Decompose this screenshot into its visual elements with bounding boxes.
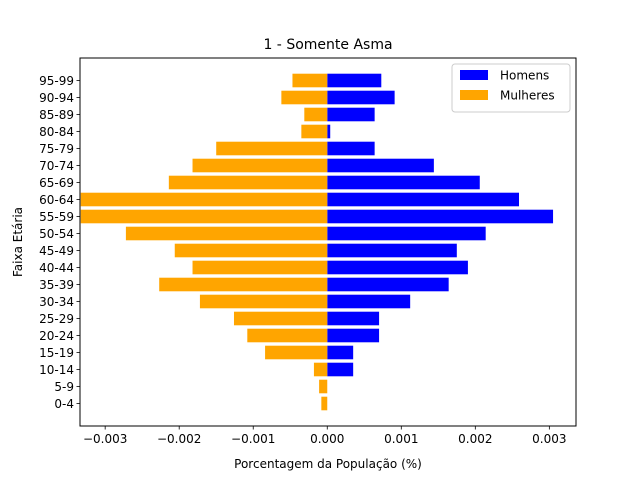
bar-mulheres-70-74 xyxy=(192,158,328,173)
chart-title: 1 - Somente Asma xyxy=(263,37,392,53)
bar-mulheres-35-39 xyxy=(159,277,328,292)
legend-swatch-mulheres xyxy=(460,90,488,100)
y-tick-label: 0-4 xyxy=(54,397,74,411)
legend-label-homens: Homens xyxy=(500,69,549,83)
x-tick-label: −0.001 xyxy=(231,432,275,446)
bar-homens-45-49 xyxy=(327,243,457,258)
x-tick-label: 0.002 xyxy=(458,432,492,446)
bar-mulheres-5-9 xyxy=(319,379,328,394)
legend-swatch-homens xyxy=(460,70,488,80)
y-tick-label: 25-29 xyxy=(39,312,74,326)
legend-label-mulheres: Mulheres xyxy=(500,89,555,103)
y-tick-label: 60-64 xyxy=(39,193,74,207)
bar-homens-55-59 xyxy=(327,209,554,224)
bar-mulheres-25-29 xyxy=(233,311,328,326)
bar-homens-40-44 xyxy=(327,260,468,275)
bar-homens-30-34 xyxy=(327,294,411,309)
bar-homens-80-84 xyxy=(327,124,331,139)
y-tick-label: 35-39 xyxy=(39,278,74,292)
y-tick-label: 70-74 xyxy=(39,159,74,173)
y-tick-label: 95-99 xyxy=(39,74,74,88)
bars-group xyxy=(80,73,554,411)
bar-mulheres-95-99 xyxy=(292,73,328,88)
x-axis: −0.003 −0.002 −0.001 0.000 0.001 0.002 0.003 xyxy=(83,426,567,446)
y-tick-label: 30-34 xyxy=(39,295,74,309)
bar-homens-25-29 xyxy=(327,311,380,326)
y-tick-label: 75-79 xyxy=(39,142,74,156)
x-tick-label: 0.000 xyxy=(310,432,344,446)
bar-mulheres-0-4 xyxy=(321,396,328,411)
bar-mulheres-45-49 xyxy=(174,243,328,258)
y-axis: 0-4 5-9 10-14 15-19 20-24 25-29 30-34 35-39 40-4… xyxy=(39,74,80,411)
bar-homens-75-79 xyxy=(327,141,375,156)
bar-mulheres-15-19 xyxy=(265,345,328,360)
bar-mulheres-80-84 xyxy=(301,124,328,139)
plot-frame xyxy=(79,57,577,427)
bar-homens-70-74 xyxy=(327,158,434,173)
y-tick-label: 40-44 xyxy=(39,261,74,275)
bar-mulheres-40-44 xyxy=(192,260,328,275)
y-tick-label: 90-94 xyxy=(39,91,74,105)
y-tick-label: 85-89 xyxy=(39,108,74,122)
x-tick-label: 0.003 xyxy=(532,432,566,446)
bar-mulheres-65-69 xyxy=(168,175,328,190)
y-tick-label: 55-59 xyxy=(39,210,74,224)
legend: Homens Mulheres xyxy=(451,63,571,113)
y-tick-label: 80-84 xyxy=(39,125,74,139)
bar-homens-85-89 xyxy=(327,107,375,122)
bar-homens-15-19 xyxy=(327,345,354,360)
bar-homens-65-69 xyxy=(327,175,480,190)
bar-homens-60-64 xyxy=(327,192,519,207)
x-tick-label: −0.002 xyxy=(157,432,201,446)
bar-homens-50-54 xyxy=(327,226,486,241)
x-tick-label: 0.001 xyxy=(384,432,418,446)
bar-mulheres-90-94 xyxy=(281,90,328,105)
bar-mulheres-20-24 xyxy=(247,328,328,343)
x-axis-label: Porcentagem da População (%) xyxy=(234,457,422,471)
y-tick-label: 65-69 xyxy=(39,176,74,190)
y-tick-label: 50-54 xyxy=(39,227,74,241)
bar-mulheres-60-64 xyxy=(80,192,328,207)
bar-homens-20-24 xyxy=(327,328,380,343)
y-tick-label: 20-24 xyxy=(39,329,74,343)
y-axis-label: Faixa Etária xyxy=(11,207,25,277)
x-tick-label: −0.003 xyxy=(83,432,127,446)
bar-mulheres-75-79 xyxy=(216,141,328,156)
y-tick-label: 5-9 xyxy=(54,380,74,394)
bar-homens-95-99 xyxy=(327,73,382,88)
bar-homens-35-39 xyxy=(327,277,449,292)
y-tick-label: 45-49 xyxy=(39,244,74,258)
bar-mulheres-85-89 xyxy=(304,107,328,122)
bar-homens-10-14 xyxy=(327,362,354,377)
bar-mulheres-50-54 xyxy=(125,226,328,241)
bar-homens-90-94 xyxy=(327,90,395,105)
y-tick-label: 10-14 xyxy=(39,363,74,377)
bar-mulheres-10-14 xyxy=(313,362,328,377)
y-tick-label: 15-19 xyxy=(39,346,74,360)
bar-mulheres-55-59 xyxy=(80,209,328,224)
bar-mulheres-30-34 xyxy=(199,294,328,309)
